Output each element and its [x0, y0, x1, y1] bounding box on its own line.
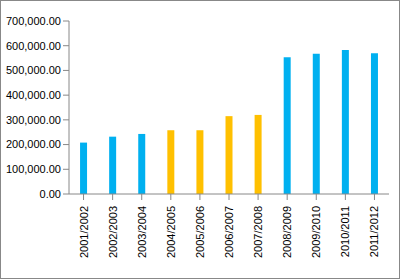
svg-text:600,000.00: 600,000.00	[8, 40, 61, 52]
svg-text:2011/2012: 2011/2012	[368, 206, 380, 257]
svg-text:300,000.00: 300,000.00	[8, 114, 61, 126]
svg-text:200,000.00: 200,000.00	[8, 138, 61, 150]
svg-text:2005/2006: 2005/2006	[194, 206, 206, 258]
svg-text:700,000.00: 700,000.00	[8, 15, 61, 27]
svg-text:400,000.00: 400,000.00	[8, 89, 61, 101]
svg-text:2009/2010: 2009/2010	[310, 206, 322, 258]
svg-text:0.00: 0.00	[40, 188, 61, 200]
svg-text:2001/2002: 2001/2002	[78, 206, 90, 258]
svg-text:2010/2011: 2010/2011	[339, 206, 351, 257]
svg-text:500,000.00: 500,000.00	[8, 64, 61, 76]
svg-text:2004/2005: 2004/2005	[165, 206, 177, 258]
svg-text:2003/2004: 2003/2004	[136, 206, 148, 258]
svg-text:2002/2003: 2002/2003	[107, 206, 119, 258]
svg-text:2007/2008: 2007/2008	[252, 206, 264, 258]
svg-text:2008/2009: 2008/2009	[281, 206, 293, 258]
svg-text:100,000.00: 100,000.00	[8, 163, 61, 175]
svg-text:2006/2007: 2006/2007	[223, 206, 235, 258]
